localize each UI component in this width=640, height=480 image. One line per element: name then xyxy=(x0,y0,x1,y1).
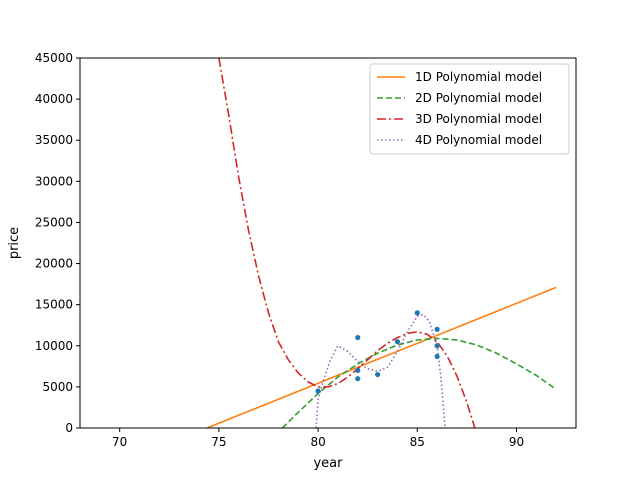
plot-area-frame xyxy=(79,57,577,429)
y-axis-label: price xyxy=(7,227,22,259)
series-layer xyxy=(206,58,557,428)
data-point xyxy=(434,343,440,349)
series-line-1d xyxy=(206,286,557,428)
data-point xyxy=(315,388,321,394)
legend-box xyxy=(369,63,570,155)
y-tick-label: 0 xyxy=(65,421,73,435)
data-point xyxy=(434,353,440,360)
legend-label: 2D Polynomial model xyxy=(415,91,542,105)
data-point xyxy=(394,339,401,345)
y-tick-label: 40000 xyxy=(35,92,73,106)
y-tick-label: 15000 xyxy=(35,298,73,312)
x-tick-label: 90 xyxy=(509,435,524,449)
x-tick-label: 75 xyxy=(211,435,226,449)
x-tick-label: 70 xyxy=(112,435,127,449)
y-tick-label: 10000 xyxy=(35,339,73,353)
data-point xyxy=(355,334,361,341)
y-tick-label: 25000 xyxy=(35,215,73,229)
legend-label: 4D Polynomial model xyxy=(415,133,542,147)
legend-label: 3D Polynomial model xyxy=(415,112,542,126)
legend: 1D Polynomial model 2D Polynomial model 3D… xyxy=(369,63,570,155)
y-axis: 0 5000 10000 15000 20000 25000 30000 35000 40000… xyxy=(35,51,80,435)
data-point xyxy=(355,376,361,382)
y-tick-label: 35000 xyxy=(35,133,73,147)
scatter-layer xyxy=(315,310,440,394)
y-tick-label: 45000 xyxy=(35,51,73,65)
data-point xyxy=(414,310,420,316)
data-point xyxy=(355,367,361,374)
data-point xyxy=(375,371,381,378)
y-tick-label: 30000 xyxy=(35,174,73,188)
x-axis: 70 75 80 85 90 xyxy=(112,428,524,449)
series-line-4d xyxy=(315,313,446,428)
x-tick-label: 80 xyxy=(310,435,325,449)
y-tick-label: 5000 xyxy=(42,380,73,394)
data-point xyxy=(434,326,440,332)
series-line-2d xyxy=(281,337,557,428)
x-tick-label: 85 xyxy=(410,435,425,449)
legend-label: 1D Polynomial model xyxy=(415,70,542,84)
series-line-3d xyxy=(218,58,476,428)
y-tick-label: 20000 xyxy=(35,257,73,271)
x-axis-label: year xyxy=(313,456,343,471)
